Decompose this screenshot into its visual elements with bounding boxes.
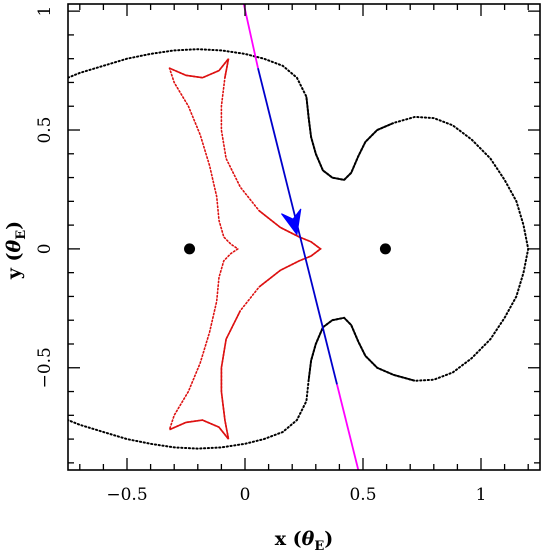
axis-ticks: −0.5 0 0.5 1 −0.5 0 0.5 1 xyxy=(35,4,540,505)
y-tick-label: 1 xyxy=(35,6,55,17)
source-trajectory-outer-1 xyxy=(336,384,360,470)
critical-curve-neck-upper xyxy=(305,96,395,181)
lens-point-2 xyxy=(379,243,391,255)
y-tick-label: 0.5 xyxy=(35,116,55,143)
critical-curve xyxy=(68,48,530,450)
source-trajectory-outer-0 xyxy=(242,4,259,69)
critical-curve-neck-lower xyxy=(307,316,416,382)
plot-curves xyxy=(68,4,530,470)
direction-arrow xyxy=(281,208,302,236)
x-tick-label: 1 xyxy=(476,485,487,505)
x-axis-title: x (θE) xyxy=(275,528,334,554)
plot-marks xyxy=(184,208,391,255)
caustic-cusp-0 xyxy=(169,58,230,79)
y-tick-label: 0 xyxy=(35,243,55,254)
lens-point-1 xyxy=(184,243,196,255)
y-tick-label: −0.5 xyxy=(35,347,55,388)
caustic-cusp-1 xyxy=(169,310,242,440)
x-tick-label: −0.5 xyxy=(106,485,147,505)
y-axis-title: y (θE) xyxy=(3,221,29,280)
x-tick-label: 0 xyxy=(240,485,251,505)
caustic-cusp-2 xyxy=(258,210,322,288)
plot-frame xyxy=(67,3,541,471)
x-tick-label: 0.5 xyxy=(349,485,376,505)
